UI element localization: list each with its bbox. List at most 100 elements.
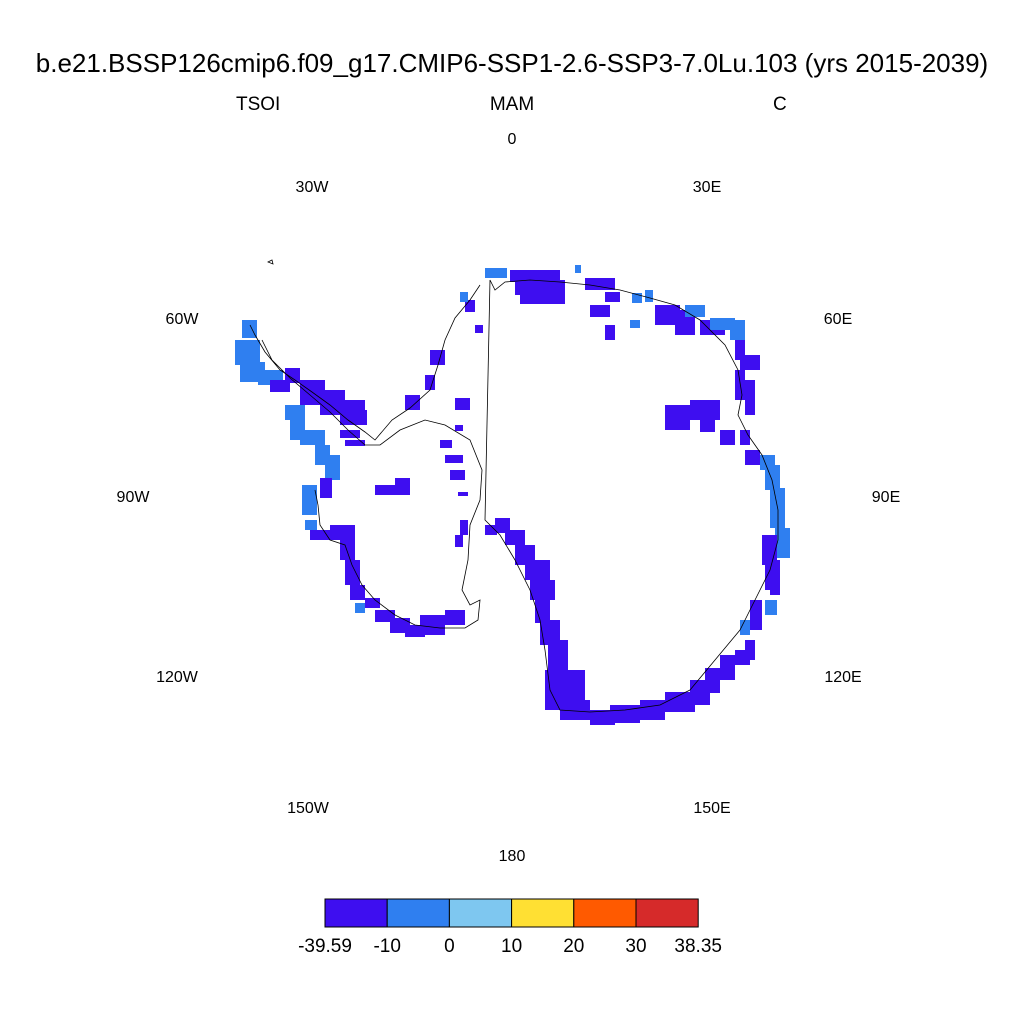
grid-cell [345, 560, 360, 585]
grid-cell [590, 305, 610, 317]
grid-cell [765, 600, 777, 615]
lon-label-60w: 60W [165, 311, 199, 328]
grid-cell [235, 340, 260, 365]
grid-cell [458, 492, 468, 496]
colorbar-box-1 [386, 898, 450, 928]
grid-cell [665, 692, 695, 712]
grid-cell [445, 455, 463, 463]
grid-cell [440, 440, 452, 448]
grid-cell [750, 600, 762, 630]
plot-title: b.e21.BSSP126cmip6.f09_g17.CMIP6-SSP1-2.… [35, 48, 989, 78]
grid-cell [710, 318, 735, 330]
lon-label-120w: 120W [156, 669, 198, 686]
grid-cell [300, 430, 325, 445]
lon-label-150e: 150E [693, 800, 731, 817]
grid-cell [585, 278, 615, 290]
grid-cell [455, 425, 463, 431]
grid-cell [632, 293, 642, 303]
units-label: C [773, 94, 787, 115]
grid-cell [575, 265, 581, 273]
grid-cell [630, 320, 640, 328]
lon-label-120e: 120E [824, 669, 862, 686]
colorbar-label-4: 20 [563, 936, 584, 957]
grid-cell [420, 615, 445, 635]
grid-cell [520, 292, 565, 304]
grid-cell [770, 575, 780, 595]
grid-cell [735, 650, 750, 665]
lon-label-30e: 30E [692, 179, 722, 196]
grid-cell [605, 292, 620, 302]
grid-cell [365, 598, 380, 608]
grid-cell [320, 478, 332, 498]
grid-cell [310, 530, 330, 540]
lon-label-30w: 30W [295, 179, 329, 196]
colorbar-box-5 [635, 898, 699, 928]
grid-cell [455, 398, 470, 410]
grid-cell [605, 325, 615, 340]
grid-cell [340, 430, 360, 438]
grid-cell [375, 485, 410, 495]
lon-label-150w: 150W [287, 800, 329, 817]
grid-cell [485, 268, 507, 278]
colorbar-label-1: -10 [373, 936, 400, 957]
grid-cell [610, 705, 640, 723]
grid-cell [515, 545, 535, 565]
grid-cell [355, 410, 367, 425]
grid-cell [340, 535, 355, 560]
grid-cell [505, 530, 525, 545]
grid-cell [745, 450, 760, 465]
coastline-outline [249, 259, 779, 713]
grid-cell [445, 610, 465, 625]
colorbar-label-6: 38.35 [674, 936, 722, 957]
grid-cell [530, 580, 555, 600]
grid-cell [775, 528, 790, 558]
grid-cell [485, 525, 497, 535]
grid-cell [690, 400, 720, 420]
lon-label-0: 0 [507, 131, 517, 148]
grid-cell [405, 395, 420, 410]
colorbar-box-3 [511, 898, 575, 928]
colorbar-label-5: 30 [625, 936, 646, 957]
grid-cell [730, 320, 745, 340]
grid-cell [460, 520, 468, 535]
grid-cell [745, 380, 755, 415]
colorbar-box-2 [448, 898, 513, 928]
grid-cell [665, 405, 690, 430]
lon-label-90e: 90E [871, 489, 901, 506]
grid-cell [735, 340, 745, 360]
grid-cell [395, 478, 410, 486]
grid-cell [740, 430, 750, 445]
grid-cell [460, 292, 468, 302]
grid-cell [455, 535, 463, 547]
grid-cell [720, 430, 735, 445]
grid-cell [285, 405, 305, 420]
grid-cell [450, 470, 465, 480]
grid-cell [548, 640, 568, 670]
colorbar-label-2: 0 [444, 936, 455, 957]
grid-cell [285, 368, 300, 383]
variable-label: TSOI [236, 94, 281, 115]
lon-label-90w: 90W [116, 489, 150, 506]
grid-cell [740, 620, 750, 635]
grid-cell [590, 710, 615, 725]
grid-cell [325, 455, 340, 480]
grid-cell [242, 320, 257, 338]
grid-cell [305, 520, 317, 530]
season-label: MAM [489, 94, 535, 115]
grid-cell [740, 355, 760, 370]
grid-cell [495, 518, 510, 533]
grid-cell [355, 603, 365, 613]
grid-cell [645, 290, 653, 302]
grid-cell [540, 620, 560, 645]
grid-cell [345, 440, 365, 446]
grid-cell [475, 325, 483, 333]
grid-cell [720, 655, 735, 680]
grid-cell [510, 270, 560, 282]
grid-cell [655, 305, 680, 325]
lon-label-180: 180 [498, 848, 526, 865]
grid-cell [350, 585, 365, 600]
colorbar-box-4 [573, 898, 637, 928]
grid-cell [465, 300, 475, 312]
